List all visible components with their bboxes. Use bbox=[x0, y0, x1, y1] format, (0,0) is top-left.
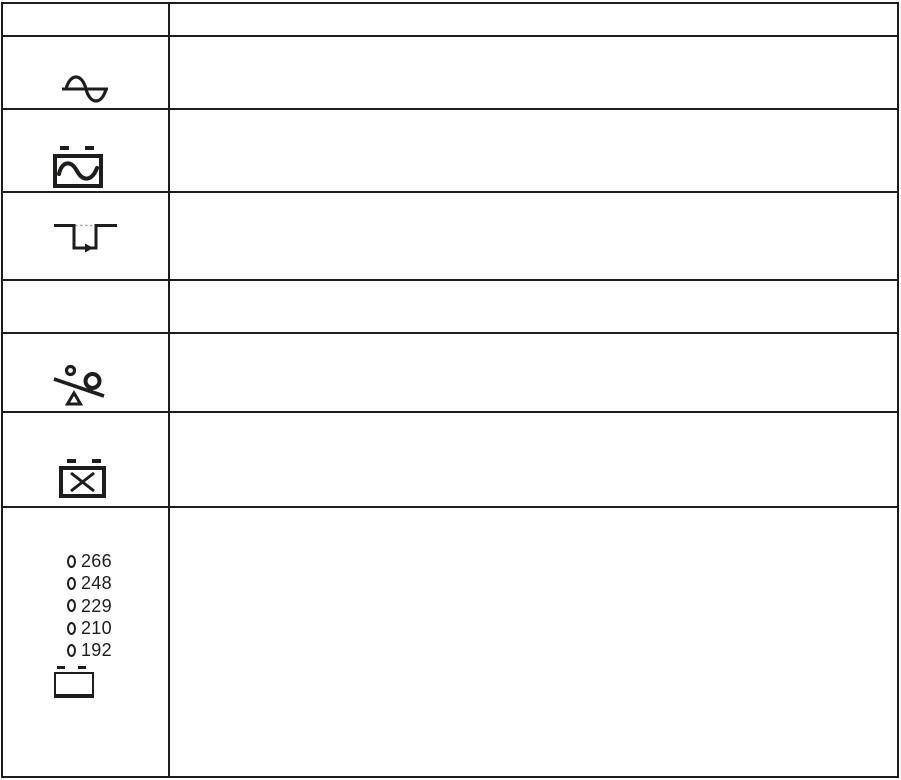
voltage-option: 229 bbox=[67, 595, 112, 617]
header-symbol-cell bbox=[3, 4, 170, 37]
ac-sine-wave-icon bbox=[62, 75, 108, 103]
voltage-label: 266 bbox=[81, 551, 112, 572]
radio-circle-icon bbox=[67, 576, 76, 590]
voltage-selector-icon: 266 248 229 210 192 bbox=[67, 550, 112, 661]
radio-circle-icon bbox=[67, 554, 76, 568]
voltage-label: 229 bbox=[81, 595, 112, 616]
voltage-label: 210 bbox=[81, 618, 112, 639]
voltage-label: 192 bbox=[81, 640, 112, 661]
voltage-label: 248 bbox=[81, 573, 112, 594]
symbol-cell bbox=[3, 281, 170, 334]
battery-outline-icon bbox=[54, 666, 94, 698]
voltage-option: 210 bbox=[67, 617, 112, 639]
description-cell bbox=[170, 413, 897, 508]
description-cell bbox=[170, 37, 897, 110]
symbol-cell: 266 248 229 210 192 bbox=[3, 508, 170, 776]
description-cell bbox=[170, 508, 897, 776]
voltage-dip-pulse-icon bbox=[54, 222, 117, 256]
header-description-cell bbox=[170, 4, 897, 37]
voltage-option: 266 bbox=[67, 550, 112, 572]
battery-terminals bbox=[59, 459, 106, 463]
radio-circle-icon bbox=[67, 621, 76, 635]
symbol-cell bbox=[3, 110, 170, 193]
description-cell bbox=[170, 334, 897, 413]
symbol-cell bbox=[3, 413, 170, 508]
description-cell bbox=[170, 193, 897, 281]
battery-ac-wave-icon bbox=[53, 146, 103, 188]
description-cell bbox=[170, 110, 897, 193]
radio-circle-icon bbox=[67, 599, 76, 613]
battery-terminals bbox=[54, 666, 94, 669]
symbol-cell bbox=[3, 334, 170, 413]
symbol-cell bbox=[3, 37, 170, 110]
description-cell bbox=[170, 281, 897, 334]
voltage-option: 192 bbox=[67, 639, 112, 661]
tilted-balance-icon bbox=[52, 362, 108, 408]
radio-circle-icon bbox=[67, 643, 76, 657]
battery-crossed-icon bbox=[59, 459, 106, 498]
voltage-option: 248 bbox=[67, 572, 112, 594]
symbol-cell bbox=[3, 193, 170, 281]
battery-terminals bbox=[53, 146, 103, 150]
